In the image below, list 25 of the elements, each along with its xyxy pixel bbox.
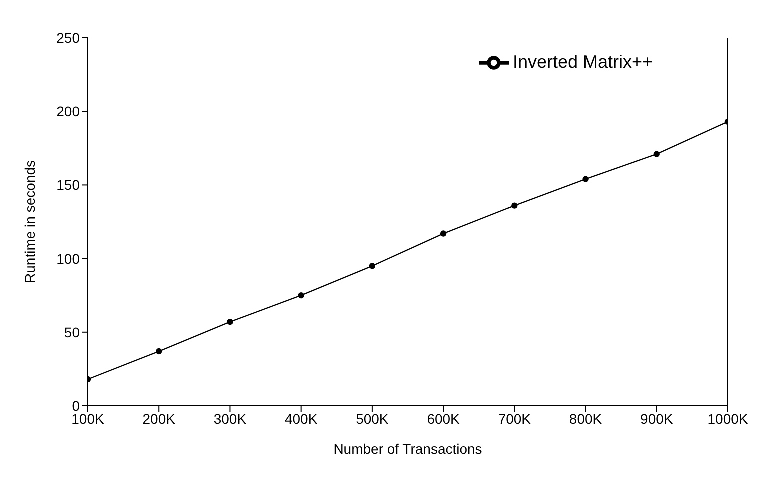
y-tick-label: 250 bbox=[56, 30, 80, 46]
x-tick-label: 900K bbox=[640, 410, 674, 427]
y-tick-label: 150 bbox=[56, 177, 80, 194]
x-tick-label: 700K bbox=[498, 410, 532, 427]
point bbox=[298, 292, 304, 299]
point bbox=[512, 202, 518, 209]
y-tick-label: 50 bbox=[64, 324, 80, 340]
point bbox=[654, 151, 660, 158]
point bbox=[582, 176, 589, 182]
point bbox=[156, 348, 162, 355]
y-tick-label: 100 bbox=[56, 250, 80, 267]
point bbox=[440, 230, 447, 237]
point bbox=[369, 263, 376, 270]
x-tick-label: 500K bbox=[356, 410, 390, 427]
x-tick-label: 400K bbox=[284, 410, 318, 427]
x-tick-label: 800K bbox=[569, 410, 603, 427]
point bbox=[227, 318, 234, 326]
legend-label: Inverted Matrix++ bbox=[512, 52, 653, 72]
x-tick-label: 1000K bbox=[708, 410, 749, 427]
x-tick-label: 300K bbox=[214, 410, 248, 427]
x-tick-label: 600K bbox=[427, 410, 461, 427]
x-tick-label: 200K bbox=[142, 410, 176, 427]
x-axis-title: Number of Transactions bbox=[334, 441, 482, 457]
y-tick-label: 200 bbox=[56, 104, 80, 120]
y-axis-title: Runtime in seconds bbox=[22, 160, 38, 284]
